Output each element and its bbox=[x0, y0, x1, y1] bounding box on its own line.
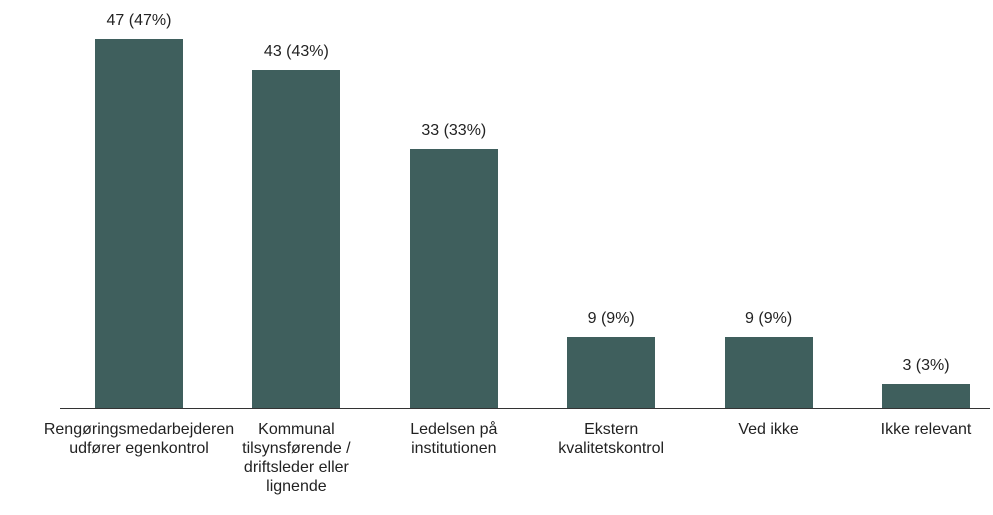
bar bbox=[252, 70, 341, 408]
x-tick-label: Ekstern kvalitetskontrol bbox=[558, 421, 665, 457]
x-tick-label-box: Kommunal tilsynsførende / driftsleder el… bbox=[226, 420, 366, 496]
x-tick-label: Ledelsen på institutionen bbox=[410, 421, 498, 457]
data-label: 43 (43%) bbox=[263, 43, 329, 61]
bar bbox=[567, 337, 656, 408]
x-tick-label: Kommunal tilsynsførende / driftsleder el… bbox=[242, 421, 351, 495]
bar bbox=[409, 148, 498, 408]
data-label: 33 (33%) bbox=[421, 121, 487, 139]
x-tick-label: Rengøringsmedarbejderen udfører egenkont… bbox=[43, 421, 235, 457]
x-tick-label-box: Rengøringsmedarbejderen udfører egenkont… bbox=[44, 420, 234, 458]
x-axis-line bbox=[60, 408, 990, 409]
data-label: 9 (9%) bbox=[745, 310, 793, 328]
data-label: 3 (3%) bbox=[902, 357, 950, 375]
bar bbox=[724, 337, 813, 408]
x-tick-label: Ikke relevant bbox=[880, 421, 972, 438]
bar bbox=[882, 384, 970, 408]
x-tick-label-box: Ledelsen på institutionen bbox=[384, 420, 524, 458]
x-tick-label-box: Ved ikke bbox=[699, 420, 839, 439]
x-tick-label-box: Ikke relevant bbox=[856, 420, 993, 439]
x-tick-label: Ved ikke bbox=[738, 421, 799, 438]
x-tick-label-box: Ekstern kvalitetskontrol bbox=[541, 420, 681, 458]
bar bbox=[95, 39, 183, 408]
data-label: 47 (47%) bbox=[106, 12, 172, 30]
data-label: 9 (9%) bbox=[587, 310, 635, 328]
